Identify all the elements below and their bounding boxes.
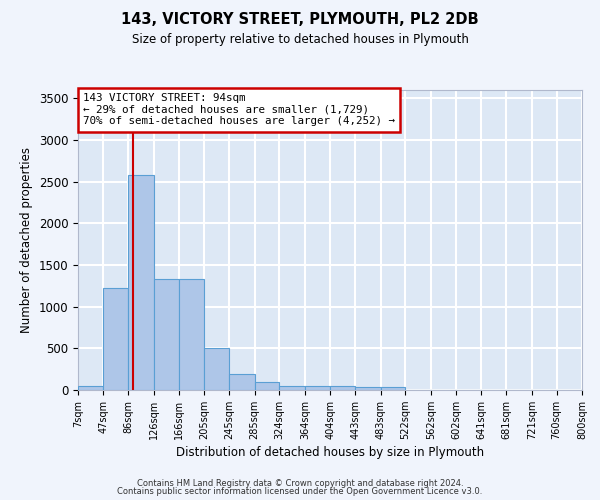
Text: Contains HM Land Registry data © Crown copyright and database right 2024.: Contains HM Land Registry data © Crown c…	[137, 478, 463, 488]
Text: Contains public sector information licensed under the Open Government Licence v3: Contains public sector information licen…	[118, 488, 482, 496]
Bar	[78, 386, 103, 390]
Bar	[179, 279, 204, 390]
Y-axis label: Number of detached properties: Number of detached properties	[20, 147, 33, 333]
Bar	[331, 386, 355, 390]
Bar	[380, 387, 406, 390]
Text: Size of property relative to detached houses in Plymouth: Size of property relative to detached ho…	[131, 32, 469, 46]
Bar	[229, 374, 254, 390]
X-axis label: Distribution of detached houses by size in Plymouth: Distribution of detached houses by size …	[176, 446, 484, 459]
Bar	[204, 348, 229, 390]
Bar	[280, 386, 305, 390]
Bar	[128, 175, 154, 390]
Bar	[103, 288, 128, 390]
Bar	[305, 386, 331, 390]
Text: 143, VICTORY STREET, PLYMOUTH, PL2 2DB: 143, VICTORY STREET, PLYMOUTH, PL2 2DB	[121, 12, 479, 28]
Bar	[355, 387, 380, 390]
Bar	[254, 382, 280, 390]
Bar	[154, 279, 179, 390]
Text: 143 VICTORY STREET: 94sqm
← 29% of detached houses are smaller (1,729)
70% of se: 143 VICTORY STREET: 94sqm ← 29% of detac…	[83, 93, 395, 126]
